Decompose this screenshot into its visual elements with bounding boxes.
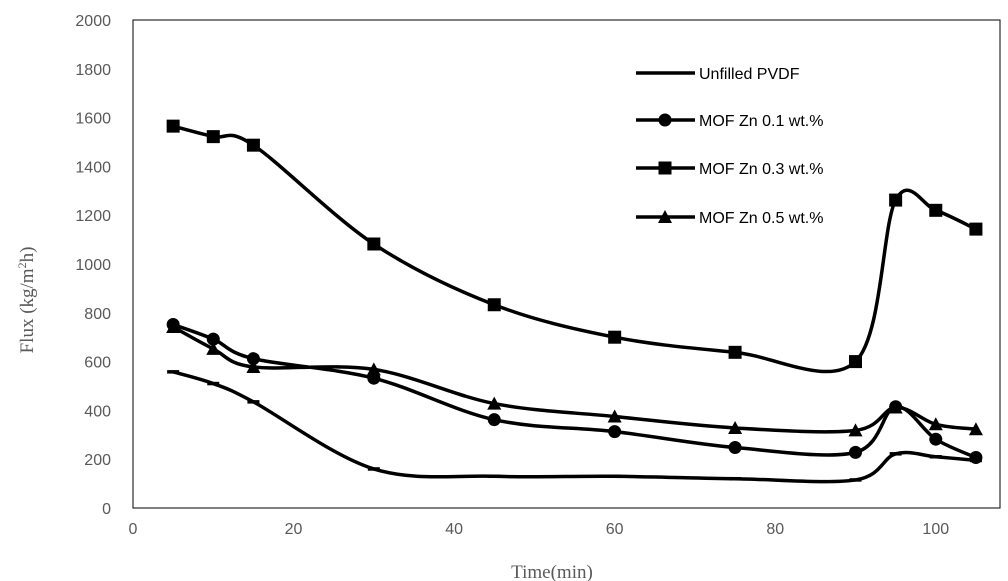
legend-item: Unfilled PVDF bbox=[636, 66, 800, 83]
data-point bbox=[728, 440, 742, 454]
data-point bbox=[166, 119, 180, 133]
data-point bbox=[849, 478, 862, 482]
y-tick-label: 2000 bbox=[75, 13, 111, 30]
data-point bbox=[848, 423, 863, 437]
series-layer bbox=[166, 119, 983, 484]
series-unfilled-pvdf bbox=[167, 370, 982, 484]
data-point bbox=[849, 355, 862, 369]
x-tick-label: 20 bbox=[285, 521, 303, 538]
data-point bbox=[207, 381, 220, 386]
y-tick-label: 200 bbox=[84, 452, 111, 469]
data-point bbox=[969, 222, 983, 236]
y-tick-label: 0 bbox=[102, 501, 111, 518]
y-axis-title: Flux (kg/m2h) bbox=[15, 247, 38, 354]
x-tick-label: 40 bbox=[445, 521, 463, 538]
data-point bbox=[608, 425, 622, 439]
x-tick-label: 80 bbox=[766, 521, 784, 538]
y-tick-label: 1800 bbox=[75, 62, 111, 79]
data-point bbox=[487, 413, 501, 427]
legend-item: MOF Zn 0.1 wt.% bbox=[636, 113, 823, 130]
data-point bbox=[246, 352, 260, 366]
data-point bbox=[487, 298, 501, 312]
data-point bbox=[658, 161, 672, 175]
series-line bbox=[172, 124, 977, 374]
data-point bbox=[206, 341, 221, 355]
data-point bbox=[728, 420, 743, 434]
data-point bbox=[206, 130, 220, 144]
data-point bbox=[658, 113, 672, 127]
series-line bbox=[172, 325, 977, 434]
legend-label: MOF Zn 0.3 wt.% bbox=[699, 161, 823, 178]
series-mof-zn-0-3-wt bbox=[166, 119, 983, 374]
x-tick-label: 100 bbox=[922, 521, 949, 538]
data-point bbox=[728, 345, 742, 359]
x-tick-label: 60 bbox=[606, 521, 624, 538]
x-tick-label: 0 bbox=[129, 521, 138, 538]
legend-label: MOF Zn 0.5 wt.% bbox=[699, 210, 823, 227]
y-tick-label: 1000 bbox=[75, 257, 111, 274]
data-point bbox=[929, 432, 943, 446]
data-point bbox=[166, 319, 181, 333]
data-point bbox=[929, 203, 943, 217]
data-point bbox=[889, 193, 903, 207]
plot-area-frame bbox=[132, 19, 1001, 509]
data-point bbox=[658, 210, 672, 223]
data-point bbox=[607, 409, 622, 423]
data-point bbox=[367, 467, 380, 471]
legend: Unfilled PVDF MOF Zn 0.1 wt.% MOF Zn 0.3 w… bbox=[636, 66, 823, 227]
data-point bbox=[367, 237, 381, 251]
data-point bbox=[969, 450, 983, 464]
legend-item: MOF Zn 0.5 wt.% bbox=[636, 210, 823, 227]
legend-label: Unfilled PVDF bbox=[699, 66, 800, 83]
data-point bbox=[366, 362, 381, 376]
y-tick-label: 800 bbox=[84, 306, 111, 323]
data-point bbox=[968, 422, 983, 436]
data-point bbox=[247, 400, 260, 404]
series-mof-zn-0-5-wt bbox=[166, 319, 983, 437]
y-tick-label: 400 bbox=[84, 403, 111, 420]
tick-labels: 0 200 400 600 800 1000 1200 1400 1600 1800 2000 0 20… bbox=[75, 13, 949, 538]
y-axis-title-tail: h) bbox=[17, 247, 38, 263]
data-point bbox=[929, 455, 942, 459]
y-tick-label: 1600 bbox=[75, 111, 111, 128]
y-tick-label: 600 bbox=[84, 355, 111, 372]
data-point bbox=[246, 138, 260, 152]
y-axis-title-main: Flux (kg/m bbox=[17, 268, 38, 353]
data-point bbox=[608, 330, 622, 344]
data-point bbox=[246, 359, 261, 373]
data-point bbox=[487, 396, 502, 410]
y-tick-label: 1400 bbox=[75, 159, 111, 176]
series-line bbox=[172, 322, 977, 460]
data-point bbox=[608, 474, 621, 479]
y-tick-label: 1200 bbox=[75, 208, 111, 225]
data-point bbox=[206, 332, 220, 346]
legend-label: MOF Zn 0.1 wt.% bbox=[699, 113, 823, 130]
data-point bbox=[167, 370, 180, 374]
legend-item: MOF Zn 0.3 wt.% bbox=[636, 161, 823, 178]
axes bbox=[132, 19, 1001, 509]
y-axis-title-sup: 2 bbox=[15, 262, 29, 268]
data-point bbox=[889, 452, 902, 456]
data-point bbox=[849, 445, 862, 459]
series-mof-zn-0-1-wt bbox=[166, 318, 983, 464]
data-point bbox=[488, 474, 501, 479]
x-axis-title: Time(min) bbox=[511, 562, 593, 581]
data-point bbox=[888, 400, 903, 414]
data-point bbox=[729, 476, 742, 481]
data-point bbox=[928, 417, 943, 431]
